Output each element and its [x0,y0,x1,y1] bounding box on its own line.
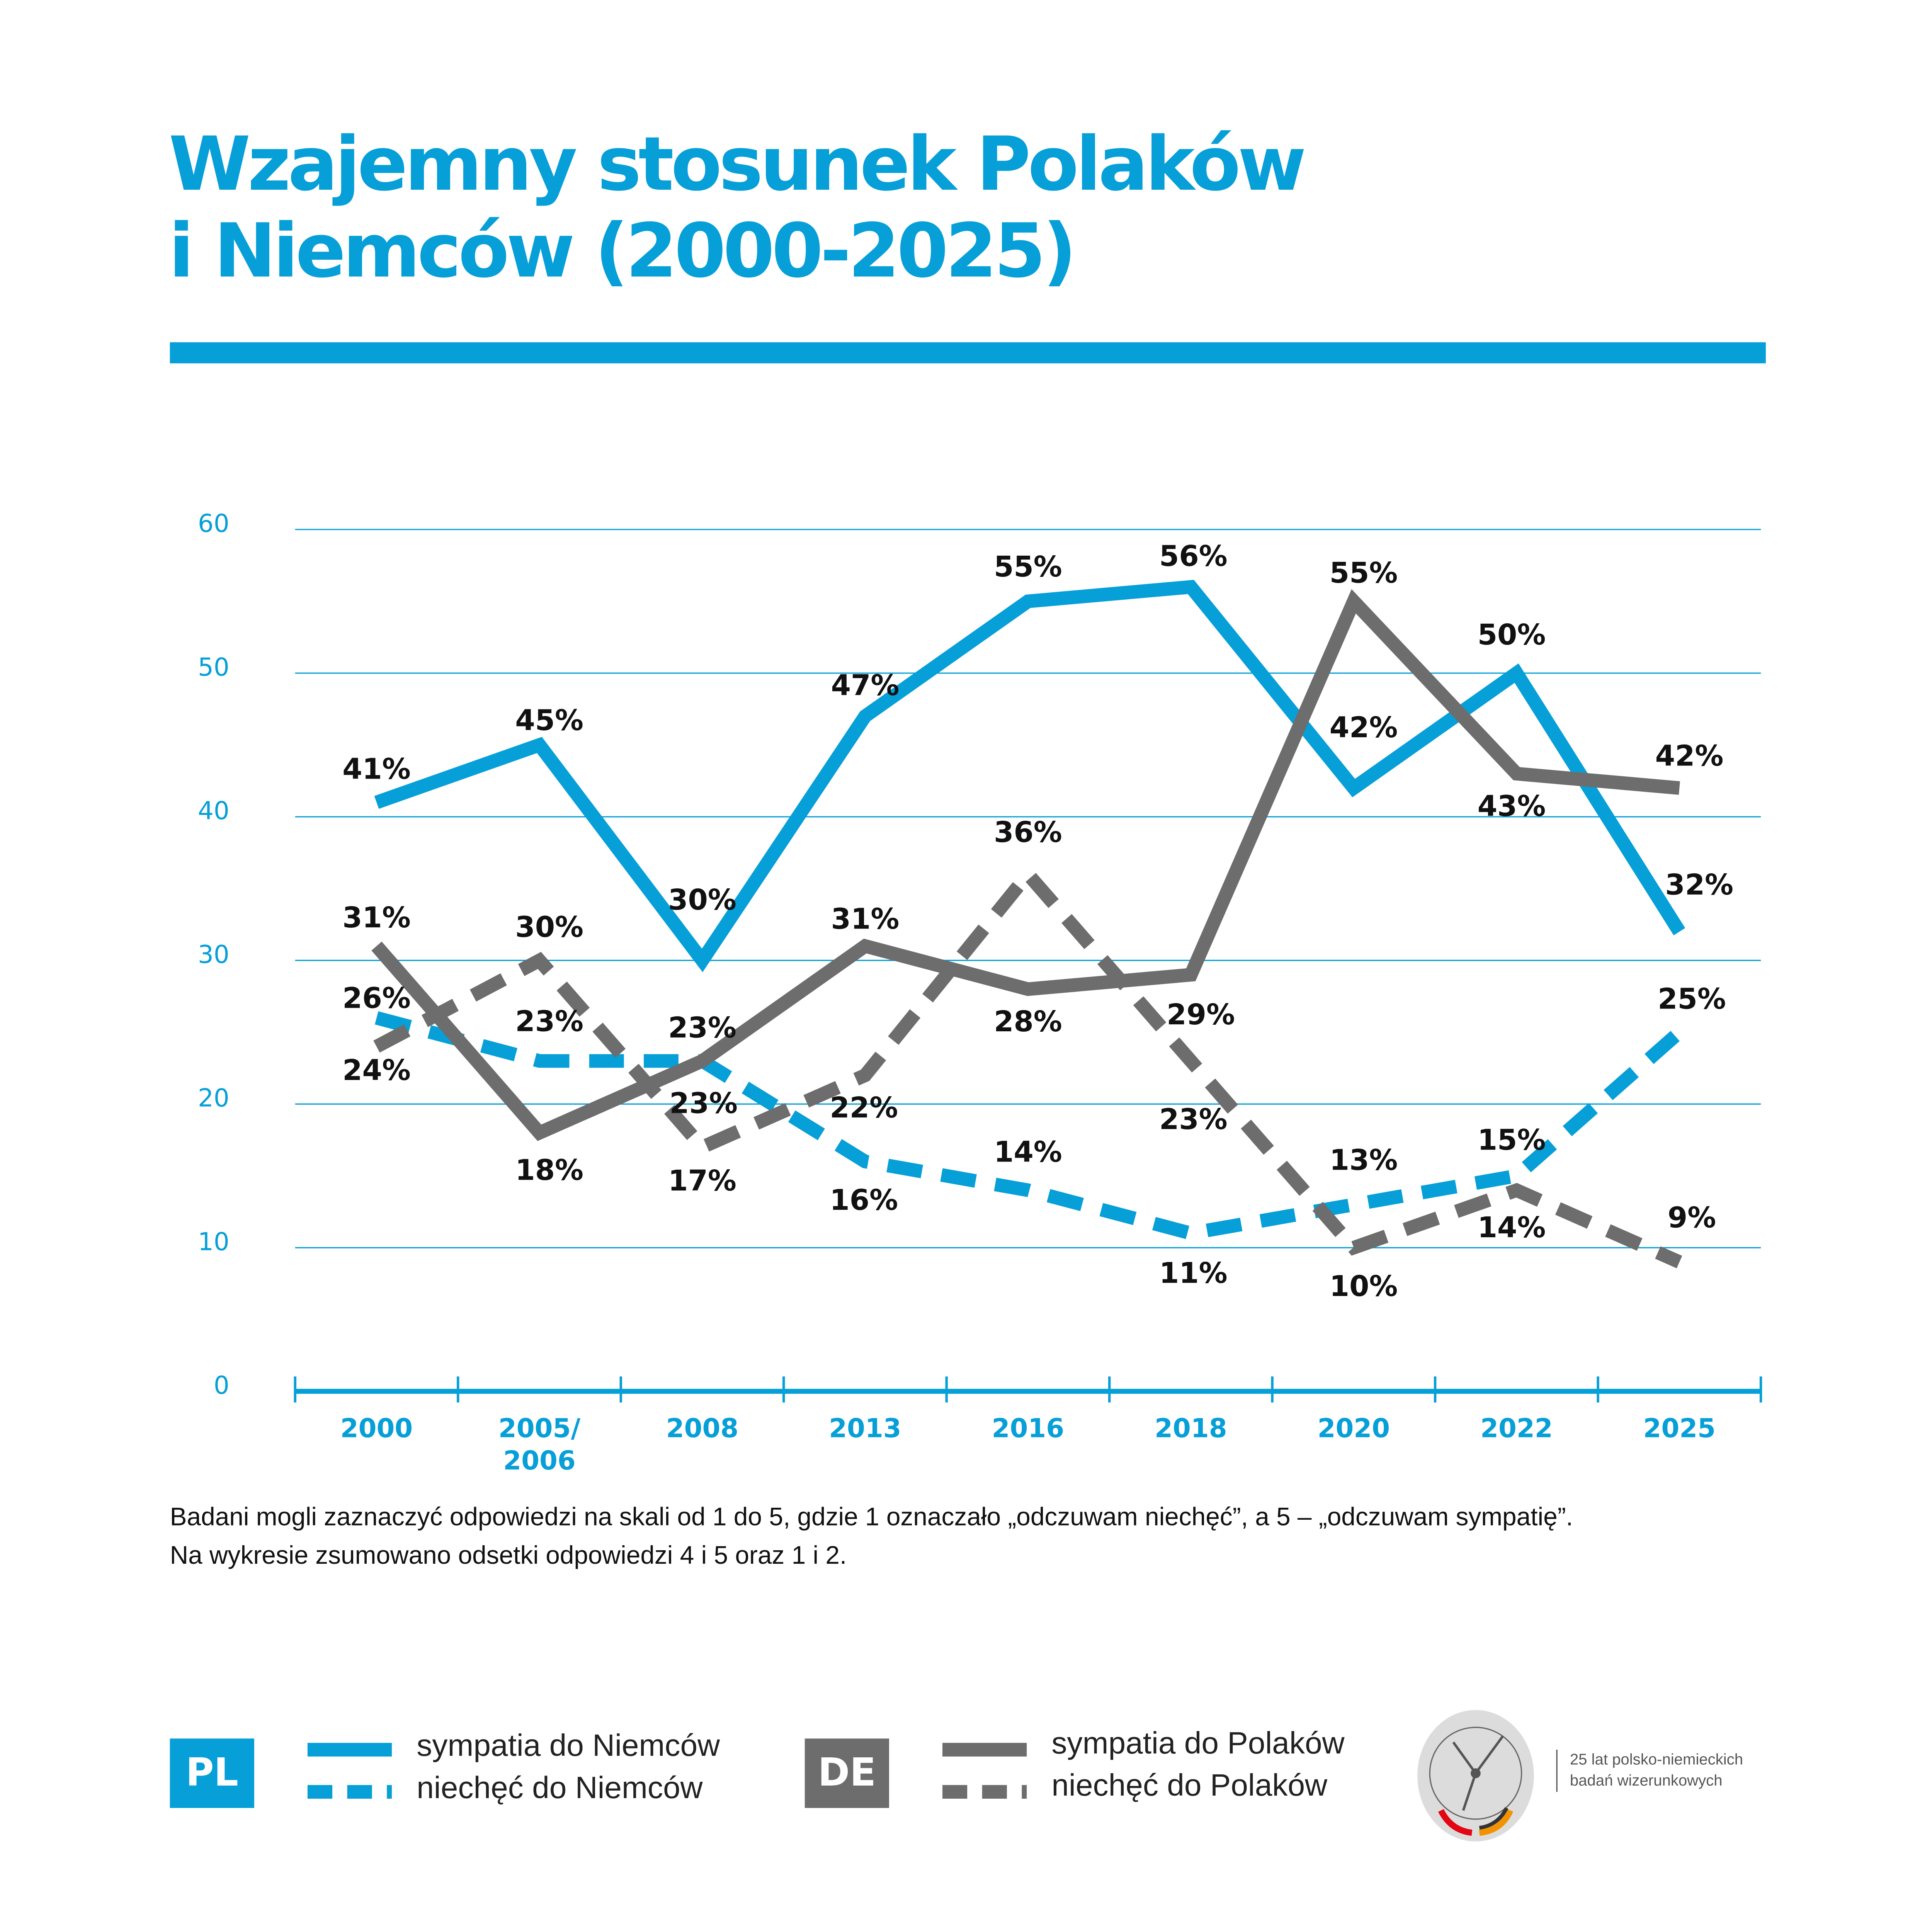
page-title: Wzajemny stosunek Polaków i Niemców (200… [168,121,1306,295]
data-label: 31% [831,902,900,935]
data-label: 16% [830,1184,898,1217]
pl-dislike-line [375,1011,1684,1240]
data-label: 55% [1330,556,1398,590]
data-label: 10% [1330,1270,1398,1303]
x-tick-label: 2016 [992,1413,1065,1443]
data-label: 31% [342,901,411,934]
legend-pl-dislike: niechęć do Niemców [417,1770,703,1806]
data-label: 29% [1167,998,1235,1031]
x-tick-label: 2008 [666,1413,739,1443]
legend-de-sympathy: sympatia do Polaków [1051,1726,1345,1761]
logo-caption-line-2: badań wizerunkowych [1570,1772,1723,1789]
x-tick-label: 2025 [1643,1413,1716,1443]
x-tick-label: 2013 [829,1413,901,1443]
data-label: 11% [1159,1257,1228,1290]
chart-note: Badani mogli zaznaczyć odpowiedzi na ska… [170,1498,1573,1575]
data-label: 14% [1478,1211,1546,1244]
title-rule [170,342,1766,364]
x-tick-label: 2018 [1155,1413,1227,1443]
data-label: 50% [1478,618,1546,651]
logo-caption: 25 lat polsko-niemieckich badań wizerunk… [1556,1750,1743,1792]
de-dislike-line [373,864,1682,1269]
logo-caption-line-1: 25 lat polsko-niemieckich [1570,1751,1743,1769]
data-label: 30% [515,911,583,944]
legend-pl-sympathy: sympatia do Niemców [417,1728,720,1764]
data-label: 9% [1668,1201,1716,1234]
data-label: 26% [342,982,411,1015]
pl-badge: PL [170,1738,254,1808]
data-label: 14% [994,1135,1062,1168]
data-label: 42% [1655,740,1724,773]
x-tick-label: 2022 [1480,1413,1553,1443]
y-tick-label: 10 [198,1227,230,1256]
y-tick-label: 20 [198,1084,230,1113]
data-label: 17% [668,1164,736,1197]
y-tick-label: 30 [198,940,230,969]
data-label: 23% [515,1005,583,1038]
y-tick-label: 60 [198,509,230,538]
data-label: 45% [515,704,583,737]
data-label: 23% [1159,1103,1228,1136]
data-label: 43% [1478,789,1546,823]
title-line-2: i Niemców (2000-2025) [168,208,1077,295]
data-label: 47% [831,669,900,702]
data-label: 55% [994,550,1062,583]
data-label: 25% [1658,982,1726,1015]
data-label: 24% [342,1054,411,1087]
data-label: 13% [1330,1144,1398,1177]
data-label: 15% [1478,1124,1546,1157]
data-label: 23% [668,1011,736,1044]
data-label: 30% [668,883,736,917]
legend-de-dislike: niechęć do Polaków [1051,1768,1328,1803]
y-tick-label: 50 [198,653,230,682]
data-label: 41% [342,753,411,786]
x-tick-label: 2000 [340,1413,413,1443]
note-line-2: Na wykresie zsumowano odsetki odpowiedzi… [170,1541,847,1570]
de-sympathy-line [371,589,1680,1141]
title-line-1: Wzajemny stosunek Polaków [168,121,1306,209]
data-label: 18% [515,1154,583,1187]
data-label: 32% [1665,868,1733,901]
data-label: 56% [1159,539,1228,573]
de-badge: DE [804,1738,889,1808]
x-tick-label: 2020 [1318,1413,1390,1443]
data-label: 23% [669,1087,738,1120]
y-tick-label: 0 [214,1371,230,1400]
data-label: 22% [830,1091,898,1124]
data-label: 36% [994,816,1062,849]
note-line-1: Badani mogli zaznaczyć odpowiedzi na ska… [170,1503,1573,1532]
x-tick-label: 2005/2006 [498,1413,581,1475]
data-label: 28% [994,1005,1062,1038]
y-tick-label: 40 [198,796,230,825]
data-label: 42% [1330,711,1398,744]
